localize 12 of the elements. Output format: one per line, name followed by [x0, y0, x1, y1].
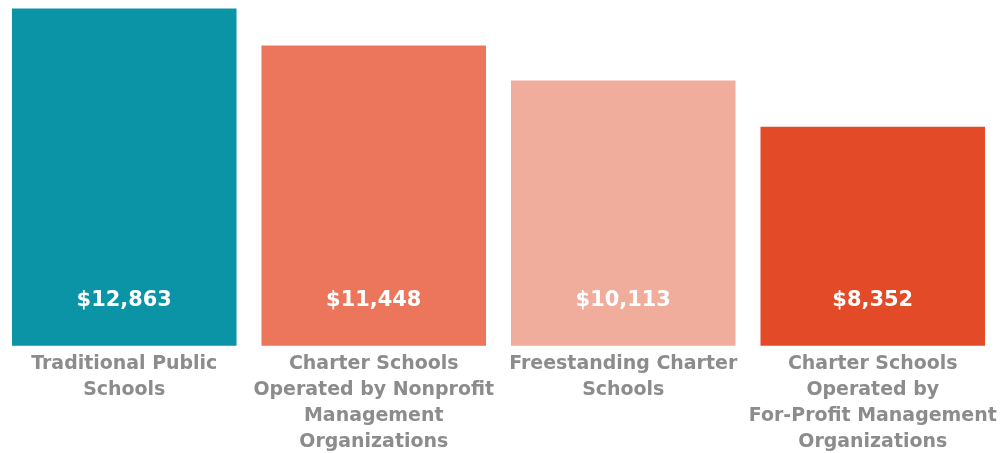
data-label: $10,113: [575, 286, 671, 311]
data-label: $12,863: [76, 286, 172, 311]
data-label: $11,448: [326, 286, 422, 311]
bar: [760, 126, 986, 346]
bar: [261, 45, 487, 346]
x-tick-label: Traditional Public Schools: [31, 351, 218, 400]
x-tick-label: Freestanding Charter Schools: [509, 351, 738, 400]
x-tick-label: Charter Schools Operated by Nonprofit Management Organizations: [253, 351, 495, 452]
bar: [510, 80, 736, 346]
bar: [11, 8, 237, 346]
x-tick-label: Charter Schools Operated by For-Profit Management Organizations: [748, 351, 997, 452]
data-label: $8,352: [832, 286, 914, 311]
